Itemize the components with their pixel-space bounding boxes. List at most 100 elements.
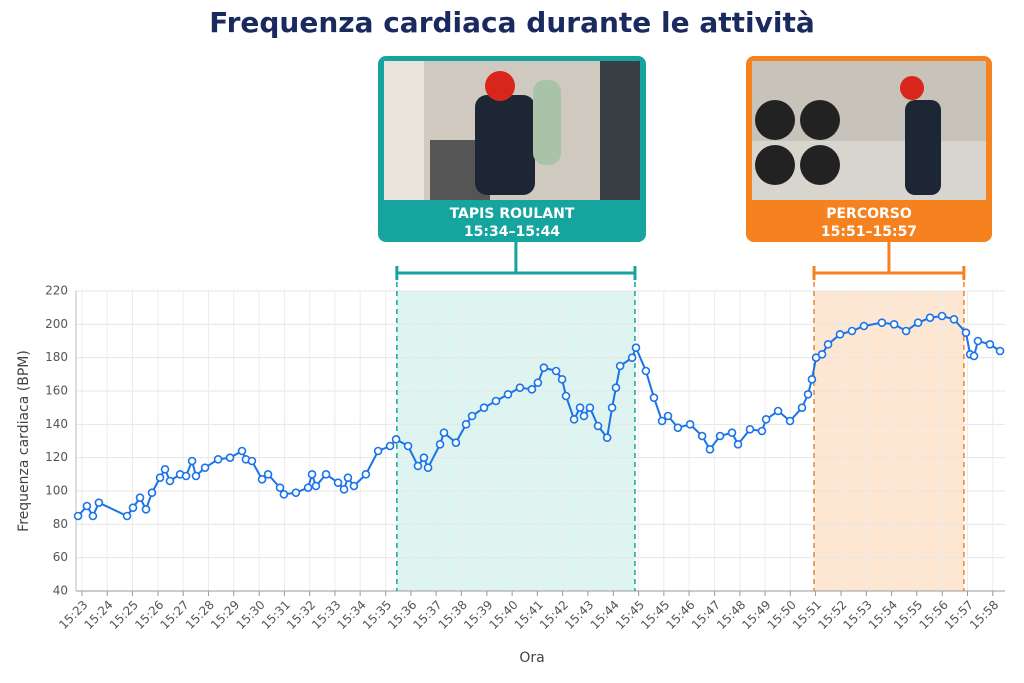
x-axis-label: Ora [519, 650, 544, 666]
y-tick-label: 40 [53, 584, 68, 598]
marker [807, 375, 817, 384]
marker [82, 501, 92, 511]
marker [361, 470, 371, 479]
callout-label: TAPIS ROULANT [450, 206, 575, 222]
marker [579, 411, 589, 421]
marker [73, 511, 83, 521]
marker [343, 473, 353, 482]
marker [403, 441, 413, 451]
marker [307, 470, 317, 479]
callout-course: PERCORSO 15:51–15:57 [746, 56, 992, 242]
marker [141, 505, 151, 514]
marker [491, 396, 501, 406]
marker [333, 478, 343, 487]
marker [373, 446, 383, 456]
marker [311, 481, 321, 491]
marker [200, 463, 210, 472]
marker [761, 415, 771, 424]
marker [727, 428, 737, 437]
marker [419, 453, 429, 462]
marker [479, 403, 489, 412]
marker [673, 423, 683, 432]
marker [191, 471, 201, 481]
marker [569, 415, 579, 424]
marker [122, 511, 132, 521]
marker [533, 378, 543, 387]
marker [575, 403, 585, 412]
marker [155, 473, 165, 482]
marker [847, 326, 857, 336]
marker [733, 440, 743, 449]
marker [391, 435, 401, 444]
marker [213, 455, 223, 464]
marker [247, 456, 257, 466]
marker [785, 416, 795, 426]
marker [225, 453, 235, 462]
chart-title: Frequenza cardiaca durante le attività [209, 6, 815, 39]
marker [467, 411, 477, 421]
marker [503, 390, 513, 399]
marker [181, 471, 191, 481]
marker [160, 465, 170, 474]
marker [745, 425, 755, 434]
marker [275, 483, 285, 492]
marker [803, 390, 813, 399]
marker [147, 488, 157, 497]
marker [611, 383, 621, 392]
marker [435, 440, 445, 449]
band [396, 291, 635, 591]
marker [969, 351, 979, 361]
marker [835, 330, 845, 339]
marker [631, 343, 641, 352]
y-axis-label: Frequenza cardiaca (BPM) [16, 350, 32, 532]
marker [128, 503, 138, 512]
marker [641, 366, 651, 376]
marker [187, 456, 197, 466]
marker [715, 431, 725, 441]
marker [94, 498, 104, 507]
marker [557, 375, 567, 384]
marker [615, 361, 625, 371]
marker [817, 350, 827, 359]
marker [385, 441, 395, 451]
marker [413, 461, 423, 471]
callout-label: PERCORSO [826, 206, 912, 222]
y-tick-label: 220 [45, 284, 68, 298]
marker [451, 438, 461, 447]
bracket [395, 242, 637, 280]
y-tick-label: 80 [53, 517, 68, 531]
marker [439, 428, 449, 437]
marker [515, 383, 525, 392]
marker [823, 340, 833, 349]
marker [925, 313, 935, 322]
marker [697, 431, 707, 441]
marker [165, 476, 175, 486]
marker [593, 421, 603, 431]
marker [649, 393, 659, 402]
marker [539, 363, 549, 372]
marker [263, 470, 273, 479]
marker [135, 493, 145, 502]
marker [303, 483, 313, 492]
marker [461, 420, 471, 429]
marker [685, 420, 695, 429]
marker [937, 311, 947, 321]
band [813, 291, 964, 591]
marker [585, 403, 595, 412]
marker [913, 318, 923, 327]
marker [237, 446, 247, 456]
marker [349, 481, 359, 491]
callout-time: 15:51–15:57 [821, 224, 917, 240]
y-tick-label: 140 [45, 417, 68, 431]
marker [561, 391, 571, 401]
x-tick-label: 15:58 [967, 598, 1001, 632]
marker [279, 490, 289, 499]
marker [985, 340, 995, 349]
marker [291, 488, 301, 497]
marker [88, 511, 98, 521]
marker [797, 403, 807, 412]
marker [859, 321, 869, 331]
marker [961, 328, 971, 337]
marker [627, 353, 637, 362]
